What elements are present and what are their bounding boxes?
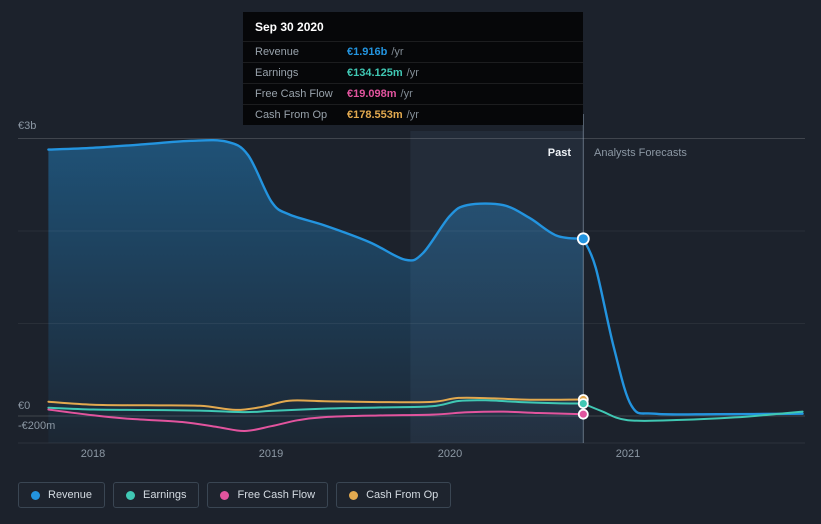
tooltip-value-suffix: /yr [391, 46, 404, 58]
tooltip-date: Sep 30 2020 [255, 20, 324, 34]
tooltip-label: Cash From Op [255, 109, 328, 121]
tooltip-value: €1.916b [347, 46, 388, 58]
legend-item-earnings[interactable]: Earnings [113, 482, 200, 508]
x-tick-2020: 2020 [437, 448, 463, 460]
tooltip-row-cash-from-op: Cash From Op €178.553m /yr [243, 104, 583, 125]
revenue-color-dot [31, 490, 40, 500]
legend-label: Cash From Op [366, 489, 439, 501]
tooltip-label: Earnings [255, 67, 299, 79]
past-section-label: Past [547, 147, 571, 159]
x-tick-2018: 2018 [80, 448, 106, 460]
legend-item-revenue[interactable]: Revenue [18, 482, 106, 508]
legend-label: Earnings [143, 489, 187, 501]
hover-tooltip: Sep 30 2020 Revenue €1.916b /yr Earnings… [243, 12, 583, 125]
tooltip-value-suffix: /yr [406, 67, 419, 79]
earnings-color-dot [126, 490, 136, 500]
tooltip-row-free-cash-flow: Free Cash Flow €19.098m /yr [243, 83, 583, 104]
legend-label: Revenue [48, 489, 93, 501]
y-axis-label-zero: €0 [18, 400, 31, 412]
y-axis-label-neg200m: -€200m [18, 420, 56, 432]
cash-from-op-color-dot [349, 490, 359, 500]
legend-label: Free Cash Flow [237, 489, 316, 501]
x-tick-2019: 2019 [258, 448, 284, 460]
y-axis-label-3b: €3b [18, 120, 37, 132]
tooltip-label: Revenue [255, 46, 300, 58]
tooltip-value-suffix: /yr [400, 88, 413, 100]
analysts-forecasts-section-label: Analysts Forecasts [594, 147, 687, 159]
chart-legend: Revenue Earnings Free Cash Flow Cash Fro… [18, 482, 452, 508]
tooltip-value: €19.098m [347, 88, 397, 100]
tooltip-row-earnings: Earnings €134.125m /yr [243, 62, 583, 83]
free-cash-flow-color-dot [220, 490, 230, 500]
tooltip-value: €178.553m [347, 109, 403, 121]
tooltip-value-suffix: /yr [406, 109, 419, 121]
x-tick-2021: 2021 [615, 448, 641, 460]
tooltip-row-revenue: Revenue €1.916b /yr [243, 41, 583, 62]
legend-item-cash-from-op[interactable]: Cash From Op [336, 482, 452, 508]
tooltip-label: Free Cash Flow [255, 88, 333, 100]
tooltip-value: €134.125m [347, 67, 403, 79]
legend-item-free-cash-flow[interactable]: Free Cash Flow [207, 482, 329, 508]
